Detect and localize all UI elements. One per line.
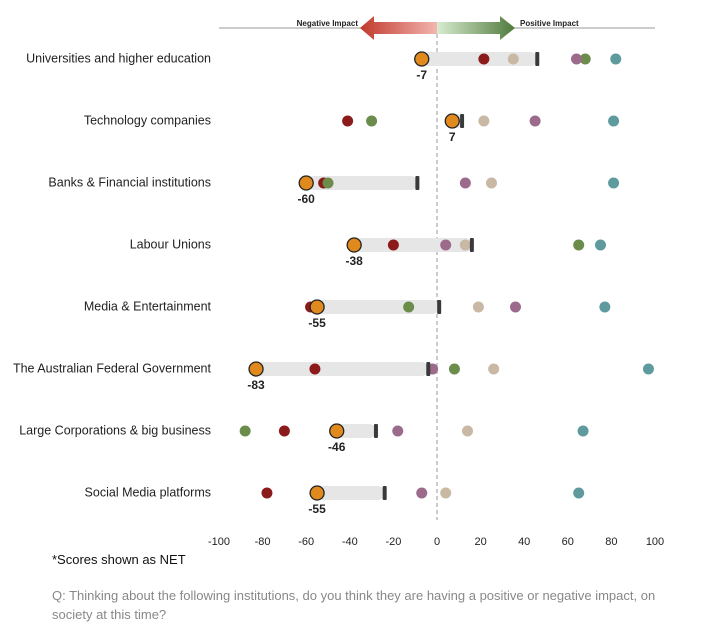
tick-marker: [373, 424, 378, 438]
net-label: -60: [298, 192, 316, 206]
dot: [595, 239, 606, 251]
question: Q: Thinking about the following institut…: [52, 588, 656, 622]
net-label: -46: [328, 440, 346, 454]
net-dot: [248, 361, 264, 377]
tick-marker: [382, 486, 387, 500]
dot: [599, 301, 611, 313]
range-band: [317, 486, 385, 500]
dot: [488, 363, 500, 375]
positive-arrow: [437, 16, 515, 40]
dot: [573, 239, 585, 251]
dot: [261, 487, 273, 499]
x-tick-label: 80: [605, 536, 617, 548]
footnote: *Scores shown as NET: [52, 552, 186, 567]
dot: [577, 425, 589, 437]
net-dot: [309, 299, 325, 315]
dot: [573, 487, 585, 499]
dot: [459, 177, 471, 189]
dot: [608, 177, 620, 189]
net-dot: [309, 485, 325, 501]
dot: [529, 115, 541, 127]
x-tick-label: -20: [385, 536, 401, 548]
range-band: [256, 362, 429, 376]
dot: [392, 425, 404, 437]
dot: [239, 425, 251, 437]
tick-marker: [460, 114, 465, 128]
dot: [610, 53, 622, 65]
dot: [309, 363, 321, 375]
dot: [642, 363, 654, 375]
x-tick-label: 40: [518, 536, 530, 548]
negative-label: Negative Impact: [297, 19, 359, 28]
category-label: Universities and higher education: [26, 51, 211, 65]
net-dot: [298, 175, 314, 191]
dot: [478, 53, 490, 65]
chart: Negative Impact Positive Impact -100 -80 -…: [13, 16, 664, 548]
x-tick-label: 20: [474, 536, 486, 548]
dot: [608, 115, 620, 127]
negative-arrow: [360, 16, 437, 40]
dot: [579, 53, 591, 65]
dot: [509, 301, 521, 313]
x-tick-label: -100: [208, 536, 230, 548]
net-dot: [414, 51, 430, 67]
dot: [416, 487, 428, 499]
net-label: -83: [247, 378, 265, 392]
x-tick-label: 0: [434, 536, 440, 548]
category-label: Media & Entertainment: [84, 299, 212, 313]
category-label: Social Media platforms: [85, 485, 211, 499]
x-tick-label: 100: [646, 536, 664, 548]
dot: [387, 239, 399, 251]
range-band: [317, 300, 440, 314]
dot: [278, 425, 290, 437]
x-tick-label: 60: [562, 536, 574, 548]
x-tick-label: -40: [342, 536, 358, 548]
x-tick-label: -60: [298, 536, 314, 548]
tick-marker: [535, 52, 540, 66]
dot: [472, 301, 484, 313]
net-dot: [444, 113, 460, 129]
tick-marker: [437, 300, 442, 314]
dot: [440, 487, 452, 499]
dot: [448, 363, 460, 375]
dot: [322, 177, 334, 189]
net-label: -38: [345, 254, 363, 268]
tick-marker: [426, 362, 431, 376]
dot: [459, 239, 471, 251]
net-dot: [329, 423, 345, 439]
dot: [440, 239, 452, 251]
dot: [403, 301, 415, 313]
range-band: [336, 424, 376, 438]
category-label: Large Corporations & big business: [19, 423, 211, 437]
net-dot: [346, 237, 362, 253]
dot: [571, 53, 583, 65]
dot: [342, 115, 354, 127]
x-tick-label: -80: [255, 536, 271, 548]
net-label: -55: [308, 502, 326, 516]
range-band: [354, 238, 472, 252]
tick-marker: [469, 238, 474, 252]
dot: [486, 177, 497, 189]
tick-marker: [415, 176, 420, 190]
net-label: -7: [416, 68, 427, 82]
category-label: Banks & Financial institutions: [48, 175, 211, 189]
dot: [366, 115, 378, 127]
net-label: 7: [449, 130, 456, 144]
net-label: -55: [308, 316, 326, 330]
category-label: Labour Unions: [130, 237, 211, 251]
dot: [462, 425, 474, 437]
dot: [507, 53, 519, 65]
positive-label: Positive Impact: [520, 19, 579, 28]
category-label: The Australian Federal Government: [13, 361, 212, 375]
range-band: [306, 176, 418, 190]
category-label: Technology companies: [84, 113, 211, 127]
dot: [478, 115, 490, 127]
